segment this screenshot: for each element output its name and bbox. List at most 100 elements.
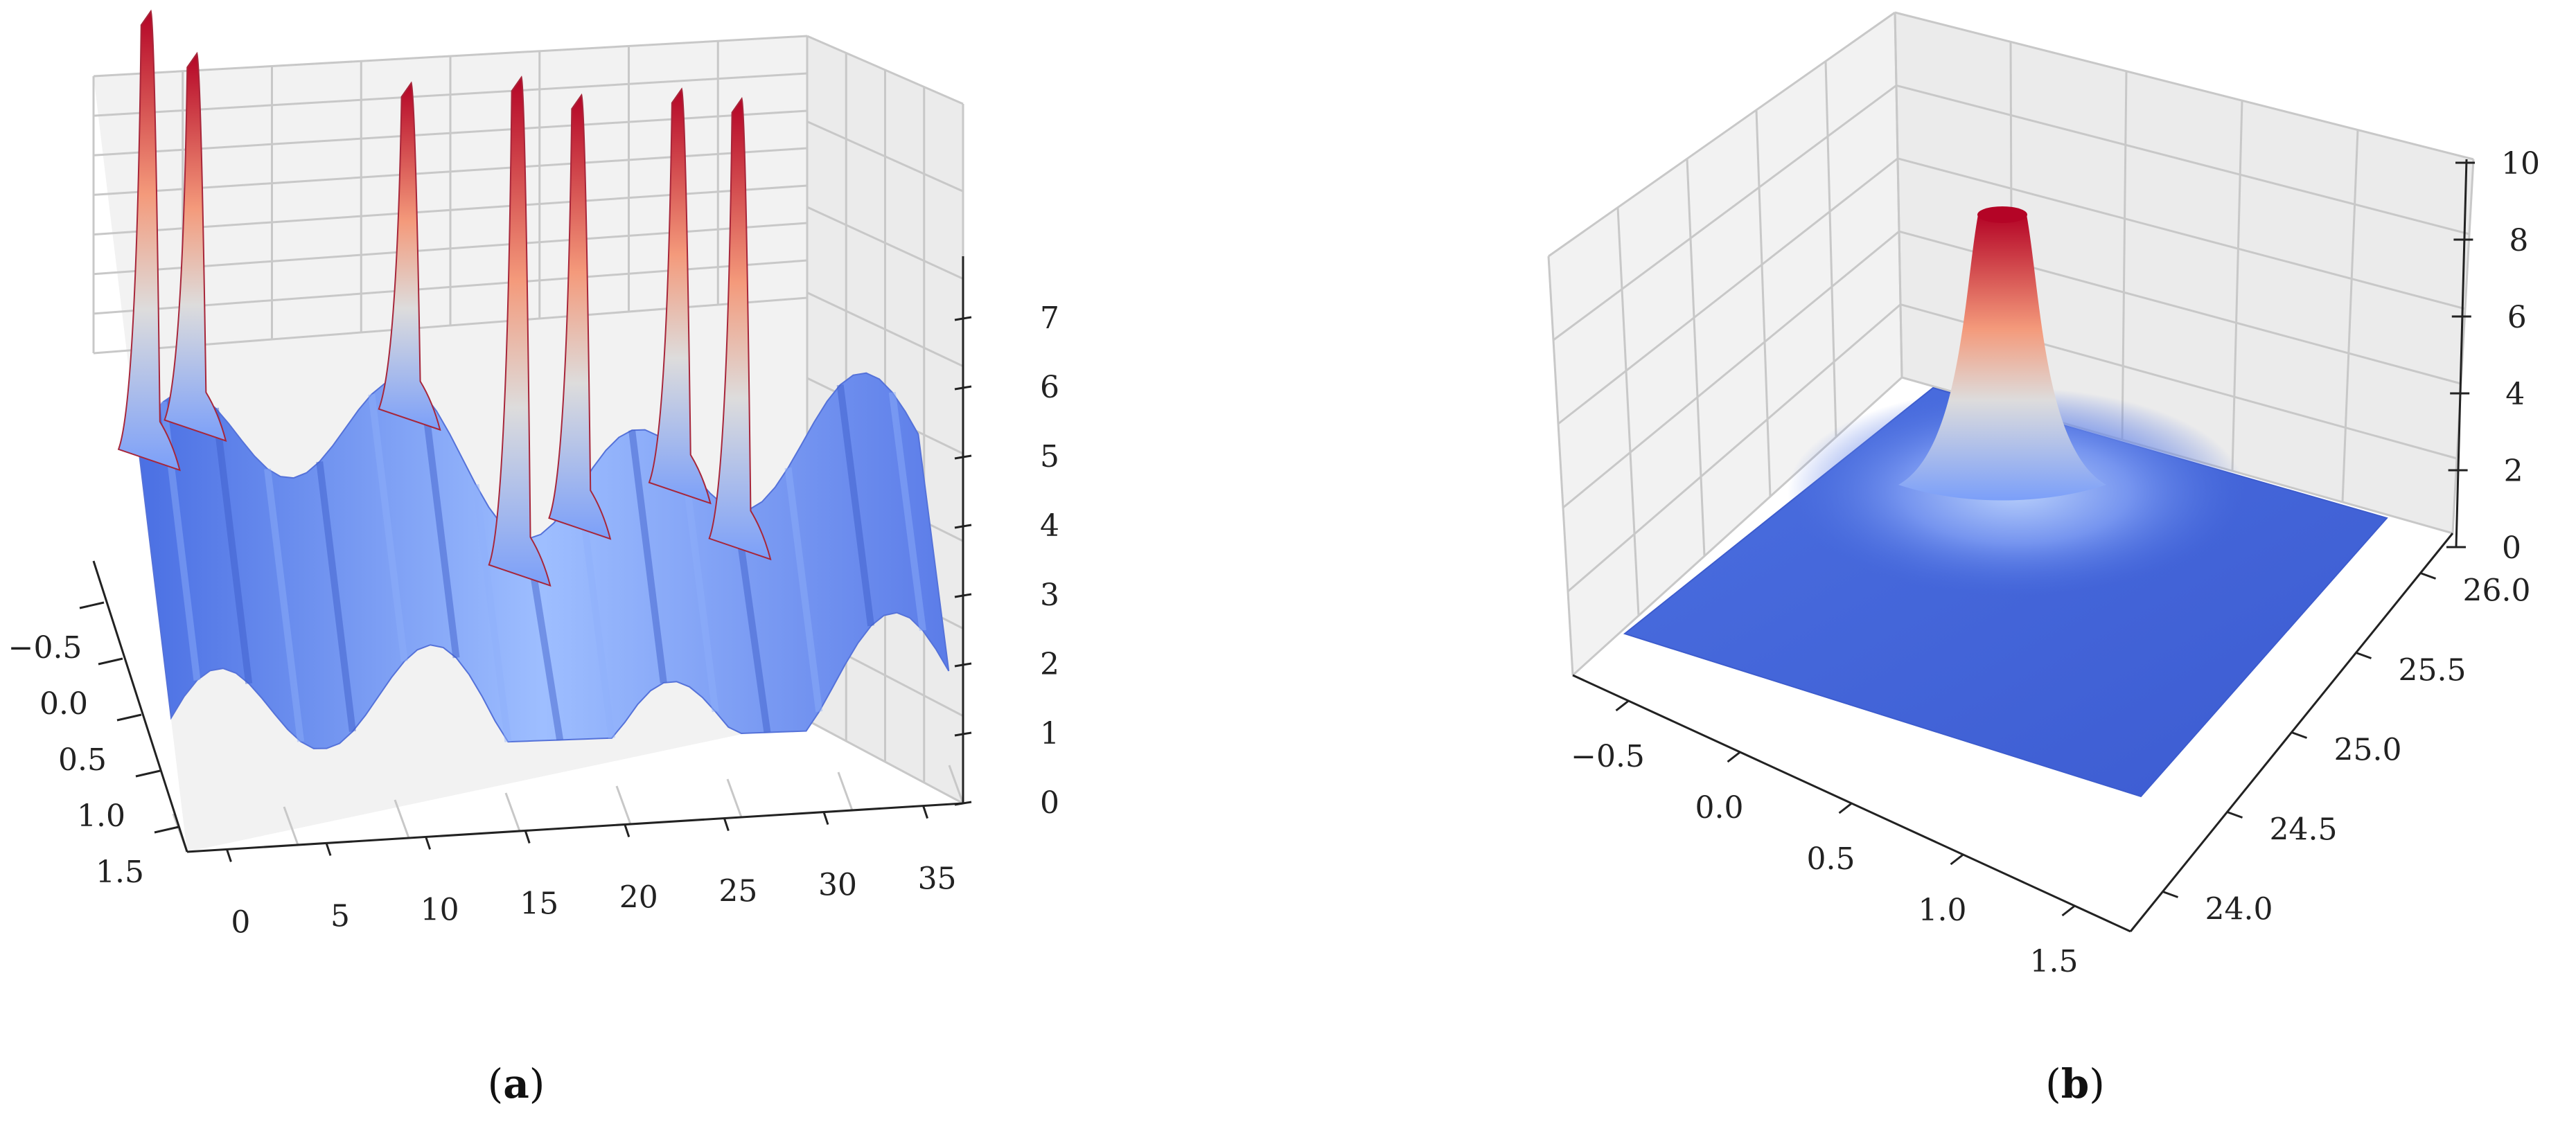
grid-line-floor: [615, 785, 632, 825]
z-tick-label: 0: [1040, 785, 1059, 821]
z-tick: [954, 316, 972, 321]
y-tick: [2419, 572, 2437, 580]
z-tick-label: 0: [2502, 530, 2521, 566]
z-tick-label: 1: [1040, 716, 1059, 751]
surface-peak: [648, 87, 712, 505]
x-tick-label: 25: [718, 874, 757, 909]
grid-line-left-wall: [1548, 11, 1896, 258]
surface-plot: [117, 9, 950, 749]
surface-peak: [548, 93, 612, 540]
tick-labels: −0.5 0.0 0.5 1.0 1.5 24.0 24.5 25.0 25.5 26.0 0 2 4 6…: [1571, 146, 2540, 979]
x-tick: [1838, 802, 1853, 814]
grid-line-right-wall: [2231, 100, 2243, 472]
caption-b: (b): [2045, 1060, 2105, 1107]
x-tick-label: 20: [619, 880, 658, 916]
z-tick: [954, 593, 972, 598]
grid-line-floor: [504, 792, 521, 832]
grid-line-back-z: [93, 147, 808, 196]
y-tick: [116, 713, 142, 722]
y-axis-line: [92, 560, 188, 853]
surface-peak: [164, 51, 227, 443]
grid-lines: [1547, 11, 2475, 677]
x-tick-label: 30: [818, 868, 857, 903]
surface-peak-cap: [1977, 206, 2027, 223]
chart-panel-b: −0.5 0.0 0.5 1.0 1.5 24.0 24.5 25.0 25.5 26.0 0 2 4 6…: [1547, 11, 2540, 1107]
x-tick-label: 0.0: [1695, 790, 1744, 826]
y-tick-label: 24.5: [2270, 812, 2338, 848]
grid-line-right-wall: [2121, 71, 2128, 440]
x-tick: [2061, 904, 2076, 917]
grid-line-floor: [948, 765, 964, 804]
surface-peak: [117, 9, 181, 472]
grid-line-back-z: [93, 35, 808, 78]
grid-line-left-wall: [1686, 159, 1706, 557]
z-tick-label: 10: [2501, 146, 2540, 181]
grid-line-back-z: [93, 222, 808, 276]
grid-line-right-wall: [1894, 12, 1903, 378]
z-tick-label: 4: [1040, 508, 1059, 544]
grid-line-floor: [283, 806, 299, 846]
x-tick: [524, 830, 531, 844]
grid-line-back-z: [93, 72, 808, 117]
y-tick: [135, 769, 161, 778]
z-tick-label: 2: [1040, 647, 1059, 682]
chart-panel-a: 0 5 10 15 20 25 30 35 −0.5 0.0 0.5 1.0 1.5 0 1 2 3 4 5 6 7 (…: [8, 9, 1059, 1107]
z-axis-line: [2455, 159, 2468, 548]
y-tick: [2162, 891, 2179, 898]
y-tick: [2355, 652, 2372, 659]
surface-ridge: [316, 461, 356, 732]
axis-lines: [1572, 159, 2475, 933]
surface-peak: [1898, 215, 2106, 501]
y-tick-label: 25.5: [2399, 653, 2467, 688]
surface-ridge: [420, 393, 460, 659]
x-tick: [822, 812, 829, 826]
y-tick-label: 24.0: [2205, 892, 2273, 927]
z-tick-label: 4: [2505, 377, 2525, 412]
z-tick: [954, 524, 972, 529]
grid-line-back-z: [93, 109, 808, 157]
surface-ridge: [836, 384, 875, 627]
grid-line-left-wall: [1824, 61, 1837, 438]
tick-labels: 0 5 10 15 20 25 30 35 −0.5 0.0 0.5 1.0 1.5 0 1 2 3 4 5 6 7: [8, 301, 1059, 940]
y-tick-label: 26.0: [2463, 573, 2531, 609]
surface-ridge: [368, 393, 408, 662]
y-tick-label: 25.0: [2334, 733, 2402, 768]
grid-line-left-wall: [1755, 109, 1772, 497]
x-tick: [723, 818, 730, 832]
x-tick: [922, 805, 928, 819]
surface-ridge: [211, 407, 253, 684]
x-tick: [1950, 853, 1964, 866]
z-tick-label: 3: [1040, 578, 1059, 613]
y-tick: [79, 601, 105, 609]
grid-line-left-wall: [1553, 84, 1897, 341]
surface-ridge: [680, 461, 719, 713]
z-tick-label: 6: [1040, 370, 1059, 405]
surface-ridge: [628, 429, 667, 684]
grid-line-left-wall: [1558, 157, 1898, 425]
z-tick: [954, 731, 972, 737]
z-tick-label: 5: [1040, 439, 1059, 474]
x-tick: [325, 842, 332, 856]
z-tick-label: 8: [2509, 223, 2528, 258]
x-tick: [624, 824, 630, 837]
surface-ridge: [472, 483, 512, 742]
y-tick: [2291, 731, 2308, 739]
grid-line-right-wall: [1896, 84, 2470, 235]
grid-line-floor: [726, 778, 743, 818]
y-tick: [98, 657, 123, 666]
x-axis-line: [186, 802, 964, 853]
grid-line-right-wall: [1894, 11, 2474, 161]
surface-peak: [378, 81, 441, 431]
x-tick: [1615, 699, 1630, 712]
x-tick: [425, 836, 432, 850]
grid-line-right-wall: [2341, 130, 2359, 503]
x-tick-label: 15: [520, 886, 558, 921]
grid-line-left-wall: [1562, 231, 1900, 509]
z-tick-label: 6: [2507, 300, 2527, 335]
x-tick-label: 5: [330, 898, 350, 934]
y-tick-label: −0.5: [8, 630, 82, 666]
z-tick: [954, 801, 972, 806]
grid-line-floor: [837, 771, 854, 811]
z-tick: [954, 454, 972, 460]
y-tick: [2226, 811, 2243, 819]
